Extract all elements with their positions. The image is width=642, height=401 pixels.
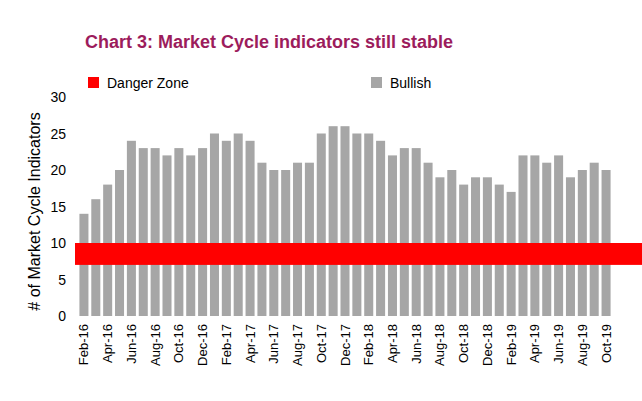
bar	[174, 148, 183, 316]
title: Chart 3: Market Cycle indicators still s…	[85, 32, 453, 52]
bar	[364, 134, 373, 317]
x-tick-label: Apr-16	[100, 324, 115, 363]
bar	[424, 163, 433, 316]
danger-zone-band	[75, 243, 642, 265]
bar	[530, 155, 539, 316]
x-tick-label: Feb-18	[361, 324, 376, 365]
y-tick-label: 20	[50, 162, 66, 178]
bars	[79, 126, 610, 316]
bar	[210, 134, 219, 317]
x-tick-label: Aug-19	[575, 324, 590, 366]
x-tick-label: Aug-16	[148, 324, 163, 366]
x-tick-label: Oct-19	[599, 324, 614, 363]
bar	[246, 141, 255, 316]
chart-svg: Chart 3: Market Cycle indicators still s…	[0, 0, 642, 401]
x-tick-label: Aug-18	[432, 324, 447, 366]
x-tick-label: Oct-17	[314, 324, 329, 363]
bar	[198, 148, 207, 316]
bar	[305, 163, 314, 316]
bar	[329, 126, 338, 316]
legend-swatch	[88, 77, 99, 88]
chart-container: Chart 3: Market Cycle indicators still s…	[0, 0, 642, 401]
legend-label: Bullish	[390, 75, 431, 91]
bar	[542, 163, 551, 316]
y-tick-label: 15	[50, 199, 66, 215]
bar	[257, 163, 266, 316]
x-tick-label: Oct-16	[171, 324, 186, 363]
x-tick-label: Apr-19	[527, 324, 542, 363]
y-tick-label: 5	[58, 272, 66, 288]
bar	[340, 126, 349, 316]
y-tick-label: 30	[50, 89, 66, 105]
bar	[352, 134, 361, 317]
bar	[317, 134, 326, 317]
bar	[293, 163, 302, 316]
bar	[234, 134, 243, 317]
x-tick-label: Jun-16	[124, 324, 139, 364]
x-tick-label: Dec-16	[195, 324, 210, 366]
y-tick-label: 0	[58, 308, 66, 324]
y-axis-label: # of Market Cycle Indicators	[26, 112, 43, 310]
x-tick-label: Feb-19	[504, 324, 519, 365]
bar	[590, 163, 599, 316]
x-tick-label: Dec-17	[338, 324, 353, 366]
bar	[222, 141, 231, 316]
bar	[554, 155, 563, 316]
x-tick-label: Apr-17	[243, 324, 258, 363]
y-tick-label: 10	[50, 235, 66, 251]
bar	[518, 155, 527, 316]
x-tick-label: Feb-17	[219, 324, 234, 365]
bar	[162, 155, 171, 316]
legend-label: Danger Zone	[107, 75, 189, 91]
legend-swatch	[371, 77, 382, 88]
bar	[400, 148, 409, 316]
bar	[151, 148, 160, 316]
x-tick-label: Jun-17	[266, 324, 281, 364]
x-tick-label: Aug-17	[290, 324, 305, 366]
x-tick-label: Jun-19	[551, 324, 566, 364]
x-tick-label: Feb-16	[76, 324, 91, 365]
bar	[186, 155, 195, 316]
bar	[388, 155, 397, 316]
bar	[139, 148, 148, 316]
bar	[127, 141, 136, 316]
bar	[376, 141, 385, 316]
x-tick-label: Dec-18	[480, 324, 495, 366]
bar	[412, 148, 421, 316]
x-tick-label: Jun-18	[409, 324, 424, 364]
x-tick-label: Apr-18	[385, 324, 400, 363]
x-tick-label: Oct-18	[456, 324, 471, 363]
y-tick-label: 25	[50, 126, 66, 142]
